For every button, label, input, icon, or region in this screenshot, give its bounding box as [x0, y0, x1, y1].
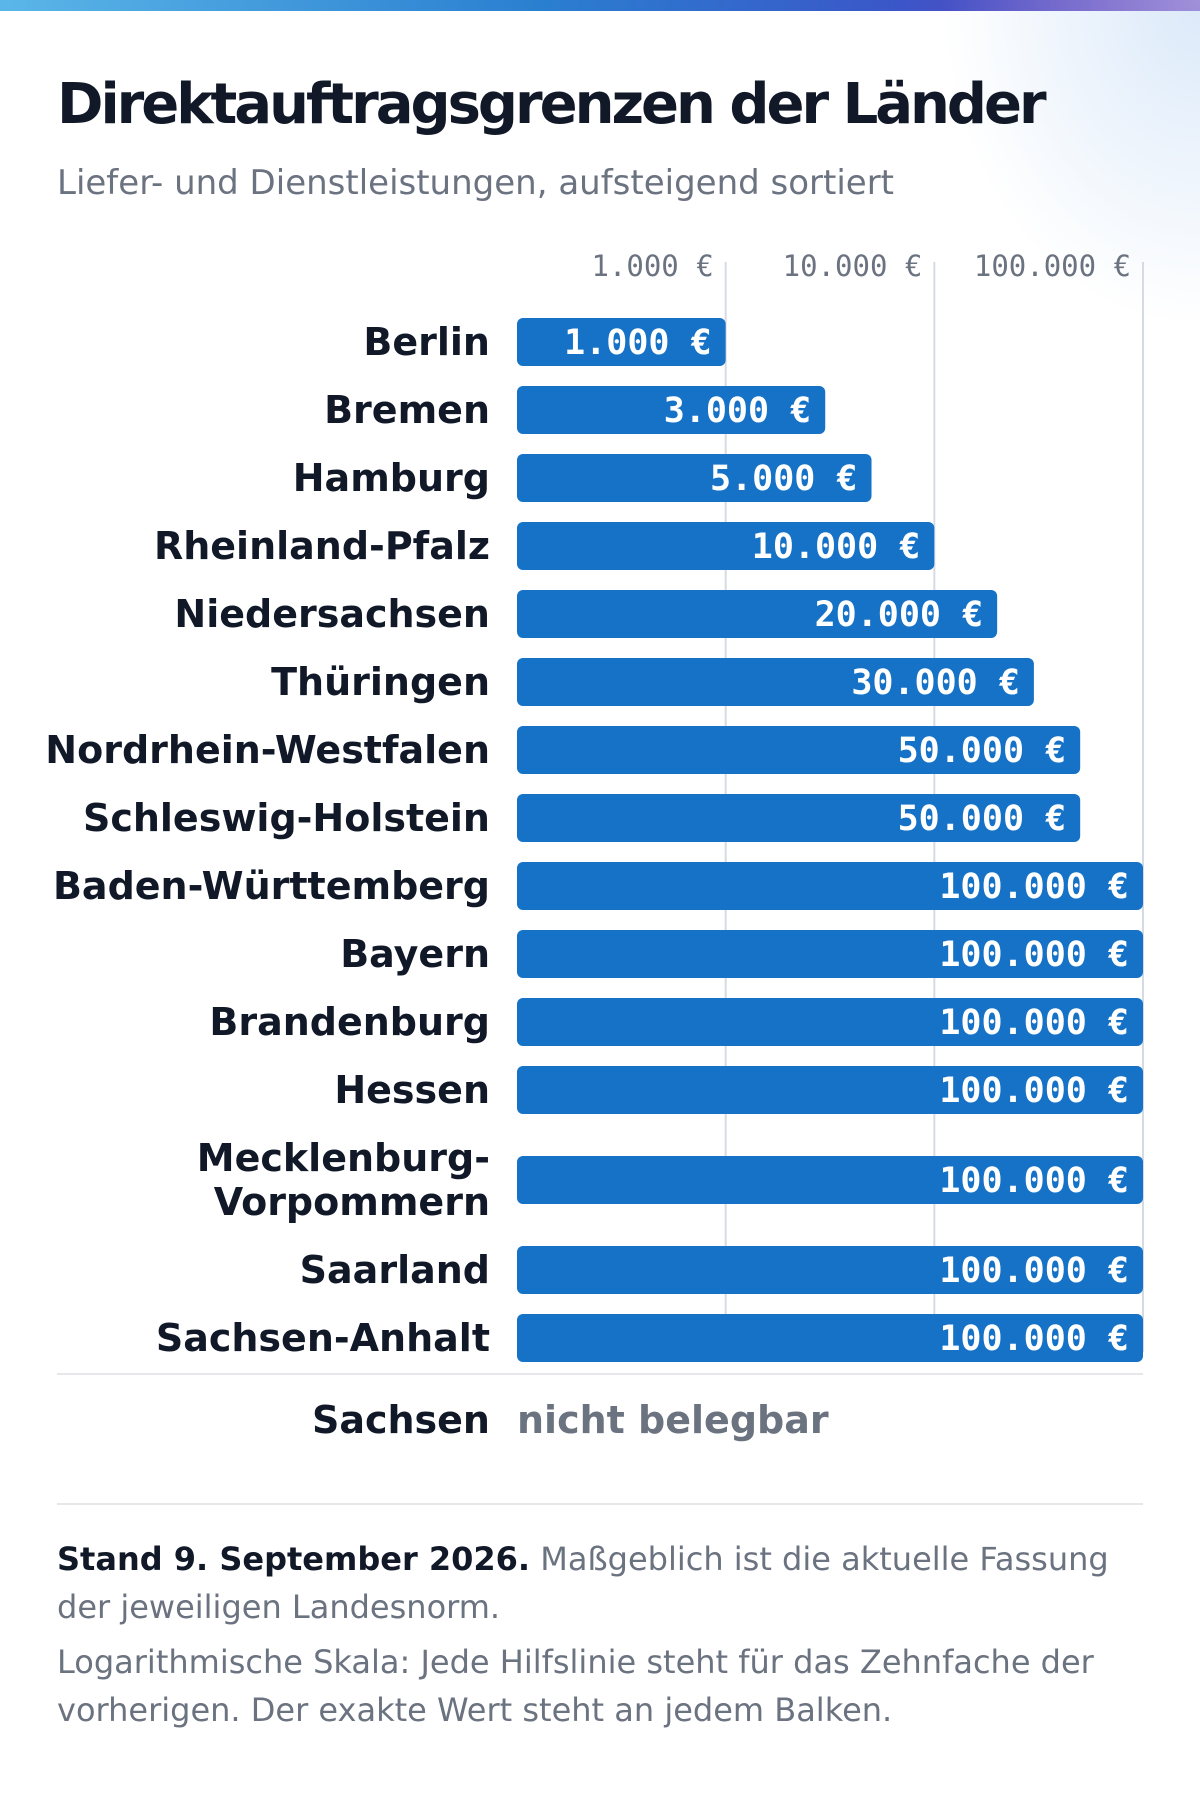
category-label: Bayern	[340, 932, 490, 976]
category-label: Sachsen-Anhalt	[156, 1316, 490, 1360]
bar	[517, 386, 826, 434]
bar-value-label: 3.000 €	[664, 391, 812, 431]
category-label: Hessen	[334, 1068, 490, 1112]
bar-value-label: 50.000 €	[898, 731, 1067, 771]
bar-value-label: 20.000 €	[815, 595, 984, 635]
na-category-label: Sachsen	[311, 1398, 490, 1442]
category-label: Nordrhein-Westfalen	[45, 728, 490, 772]
accent-bar	[0, 0, 1200, 11]
bar-value-label: 100.000 €	[939, 935, 1129, 975]
footer-note-date-text: Maßgeblich ist die aktuelle Fassung der …	[57, 1540, 1109, 1626]
bar	[517, 794, 1081, 842]
bar	[517, 522, 935, 570]
bar	[517, 1314, 1143, 1362]
axis-tick-label: 10.000 €	[783, 249, 923, 283]
chart-title: Direktauftragsgrenzen der Länder	[57, 72, 1047, 137]
bar-value-label: 100.000 €	[939, 1161, 1129, 1201]
bar	[517, 1246, 1143, 1294]
category-label: Bremen	[324, 388, 490, 432]
bar	[517, 658, 1034, 706]
bar-value-label: 50.000 €	[898, 799, 1067, 839]
chart-divider	[57, 1373, 1143, 1375]
bar-value-label: 100.000 €	[939, 867, 1129, 907]
category-label: Schleswig-Holstein	[83, 796, 490, 840]
bars: 1.000 € Berlin 3.000 € Bremen 5.000 € Hamburg…	[45, 318, 1143, 1362]
corner-glow	[940, 0, 1200, 330]
category-label: Berlin	[363, 320, 490, 364]
category-label: Vorpommern	[214, 1180, 490, 1224]
category-label: Rheinland-Pfalz	[154, 524, 490, 568]
category-label: Brandenburg	[209, 1000, 490, 1044]
bar	[517, 1156, 1143, 1204]
footer-divider	[57, 1503, 1143, 1505]
category-label: Baden-Württemberg	[53, 864, 490, 908]
bar	[517, 1066, 1143, 1114]
footer-note-date-bold: Stand 9. September 2026.	[57, 1540, 531, 1578]
chart-subtitle: Liefer- und Dienstleistungen, aufsteigen…	[57, 163, 895, 203]
bar	[517, 930, 1143, 978]
category-label: Hamburg	[293, 456, 490, 500]
bar-value-label: 1.000 €	[564, 323, 712, 363]
bar	[517, 318, 726, 366]
bar-value-label: 100.000 €	[939, 1319, 1129, 1359]
bar	[517, 998, 1143, 1046]
bar-value-label: 10.000 €	[752, 527, 921, 567]
bar-value-label: 5.000 €	[710, 459, 858, 499]
footer-note-scale: Logarithmische Skala: Jede Hilfslinie st…	[57, 1643, 1094, 1729]
footer-note-date: Stand 9. September 2026. Maßgeblich ist …	[57, 1535, 1147, 1631]
category-label: Niedersachsen	[174, 592, 490, 636]
axis-ticks: 1.000 € 10.000 € 100.000 €	[591, 249, 1131, 283]
bar-value-label: 30.000 €	[851, 663, 1020, 703]
bar-value-label: 100.000 €	[939, 1071, 1129, 1111]
axis-tick-label: 100.000 €	[974, 249, 1131, 283]
bar-value-label: 100.000 €	[939, 1003, 1129, 1043]
axis-tick-label: 1.000 €	[591, 249, 713, 283]
bar	[517, 454, 872, 502]
bar	[517, 590, 998, 638]
category-label: Saarland	[300, 1248, 490, 1292]
category-label: Thüringen	[271, 660, 490, 704]
bar-chart: 1.000 € 10.000 € 100.000 € 1.000 € Berlin 3.…	[45, 249, 1144, 1362]
bar	[517, 726, 1081, 774]
bar-value-label: 100.000 €	[939, 1251, 1129, 1291]
na-value-label: nicht belegbar	[517, 1398, 829, 1442]
category-label: Mecklenburg-	[197, 1136, 490, 1180]
bar	[517, 862, 1143, 910]
